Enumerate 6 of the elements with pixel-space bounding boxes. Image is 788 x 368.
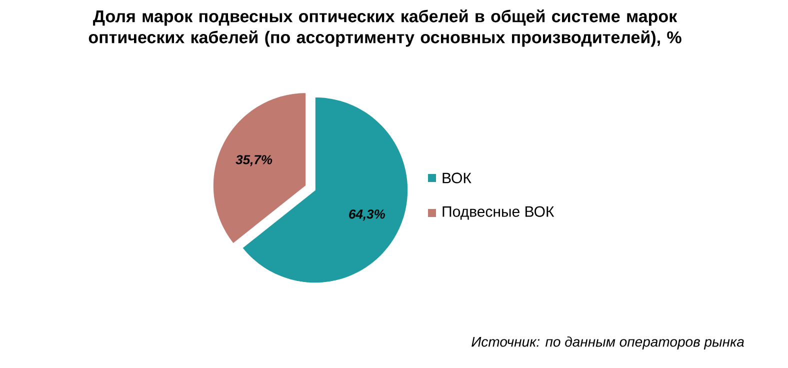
data-label: 35,7% (236, 155, 272, 166)
text: Источник: по данным операторов рынка (472, 336, 744, 350)
legend-label: ВОК (442, 172, 472, 184)
data-label: 64,3% (349, 209, 386, 221)
chart-title: Доля марок подвесных оптических кабелей в общей системе марок оптических кабелей (по ассортименту основных производителей), % (88, 10, 682, 47)
legend-label: Подвесные ВОК (442, 206, 554, 220)
